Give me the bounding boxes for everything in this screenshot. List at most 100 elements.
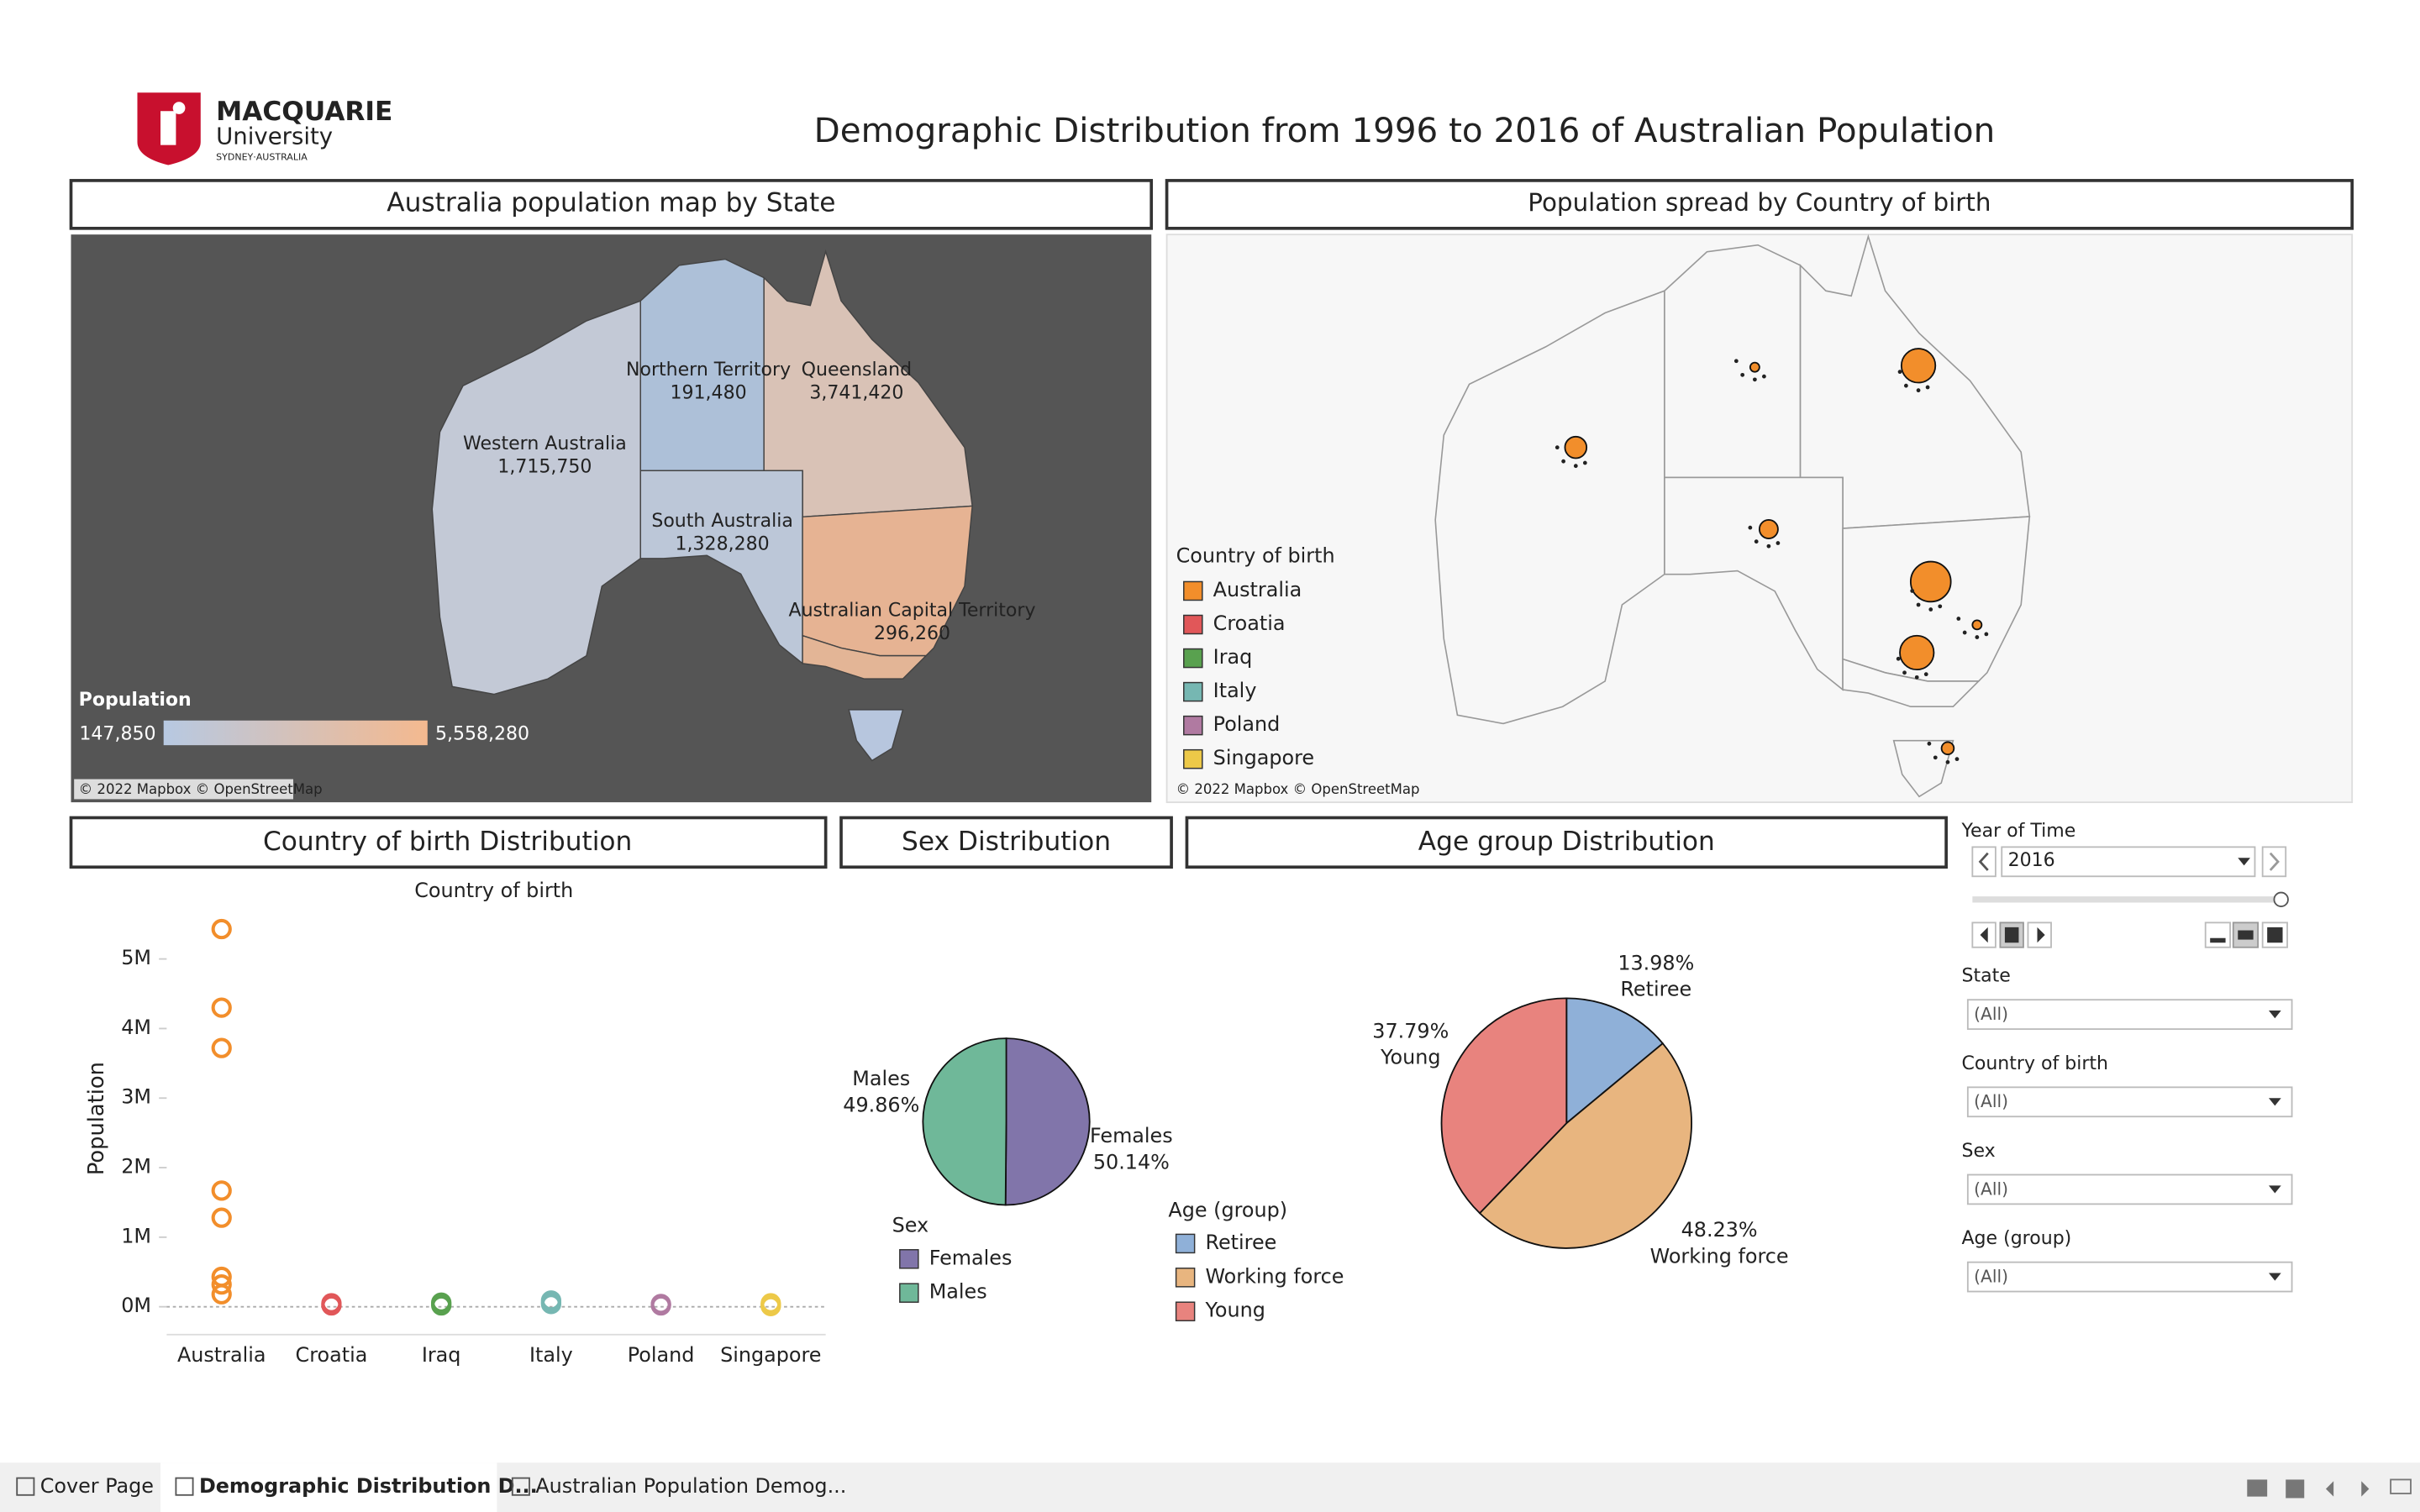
panel-title: Country of birth Distribution: [263, 827, 632, 857]
bubble-dot: [1923, 672, 1928, 677]
panel-header: [1185, 816, 1948, 869]
dashboard-title: Demographic Distribution from 1996 to 20…: [814, 110, 1996, 150]
state-name: South Australia: [651, 511, 792, 532]
panel-header: [69, 816, 828, 869]
filter-label: State: [1961, 966, 2010, 987]
legend-min: 147,850: [79, 723, 155, 744]
bubble-dot: [1916, 388, 1921, 393]
y-tick-label: 2M: [121, 1155, 151, 1179]
legend-label: Females: [929, 1246, 1013, 1269]
filter-dropdown[interactable]: [1966, 1173, 2293, 1205]
legend-swatch: [1183, 614, 1203, 635]
bubble-dot: [1582, 460, 1587, 465]
state-value: 191,480: [671, 382, 747, 403]
bubble-dot: [1754, 539, 1759, 544]
legend-label: Italy: [1213, 679, 1257, 702]
legend-swatch: [1175, 1268, 1196, 1288]
x-tick-label: Italy: [529, 1343, 573, 1367]
bubble-dot: [1914, 675, 1919, 680]
dropdown-arrow: [2269, 1185, 2281, 1194]
bubble-dot: [1762, 374, 1766, 379]
point: [321, 1294, 342, 1316]
x-tick-label: Singapore: [720, 1343, 821, 1367]
logo-sub: University: [216, 123, 333, 150]
slice-label: Young: [1380, 1046, 1440, 1069]
prev-button[interactable]: [1971, 846, 1996, 878]
legend-label: Iraq: [1213, 645, 1253, 669]
bubble-dot: [1928, 607, 1933, 612]
dropdown-arrow: [2269, 1098, 2281, 1106]
panel-title: Sex Distribution: [902, 827, 1111, 857]
filter-label: Age (group): [1961, 1228, 2071, 1249]
active-tab[interactable]: [160, 1462, 497, 1512]
y-tick-label: 3M: [121, 1085, 151, 1109]
tab-icon: [175, 1477, 194, 1496]
state-name: Australian Capital Territory: [789, 600, 1036, 621]
x-tick-label: Australia: [177, 1343, 266, 1367]
legend-swatch: [1183, 681, 1203, 702]
legend-swatch: [1175, 1233, 1196, 1254]
panel-title: Age group Distribution: [1418, 827, 1715, 857]
bubble-dot: [1896, 656, 1901, 661]
bubble-dot: [1776, 541, 1781, 545]
legend-title: Sex: [892, 1214, 929, 1237]
legend-swatch: [1183, 648, 1203, 669]
bubble-dot: [1962, 630, 1967, 635]
bubble: [1971, 619, 1983, 631]
legend-label: Retiree: [1205, 1231, 1276, 1254]
year-dropdown[interactable]: [2001, 846, 2256, 878]
bubble: [1940, 741, 1955, 756]
legend-swatch: [1183, 580, 1203, 601]
tab-label[interactable]: Australian Population Demog...: [535, 1474, 846, 1498]
slider-handle[interactable]: [2273, 891, 2289, 907]
speed-controls[interactable]: [2204, 921, 2288, 948]
state-name: Western Australia: [463, 433, 627, 454]
slice-label: Males: [852, 1067, 910, 1090]
y-tick-label: 4M: [121, 1016, 151, 1039]
credit: © 2022 Mapbox © OpenStreetMap: [79, 781, 323, 797]
filter-dropdown[interactable]: [1966, 999, 2293, 1031]
filter-dropdown[interactable]: [1966, 1086, 2293, 1118]
logo-tag: SYDNEY·AUSTRALIA: [216, 151, 308, 162]
legend-swatch: [1183, 748, 1203, 769]
next-button[interactable]: [2261, 846, 2287, 878]
panel-title: Population spread by Country of birth: [1528, 188, 1991, 217]
bubble-dot: [1975, 635, 1980, 639]
filter-value: (All): [1974, 1179, 2008, 1199]
point: [650, 1294, 671, 1316]
filter-value: (All): [1974, 1004, 2008, 1024]
credit: © 2022 Mapbox © OpenStreetMap: [1176, 781, 1420, 797]
state-value: 3,741,420: [809, 382, 903, 403]
slice-label: Working force: [1650, 1244, 1789, 1268]
slice-label: Retiree: [1620, 978, 1691, 1001]
playback-controls[interactable]: [1971, 921, 2052, 948]
legend-label: Singapore: [1213, 746, 1314, 769]
point: [211, 1284, 232, 1305]
bubble: [1749, 361, 1760, 373]
pie-slice: [1440, 997, 1568, 1215]
pie-slice: [1565, 997, 1665, 1126]
slice-label: 50.14%: [1093, 1150, 1170, 1173]
state-value: 296,260: [874, 623, 950, 644]
point: [211, 1274, 232, 1295]
state-name: Queensland: [802, 360, 912, 381]
bubble-dot: [1573, 464, 1578, 469]
bubble-dot: [1733, 359, 1739, 364]
filter-dropdown[interactable]: [1966, 1261, 2293, 1293]
tab-label[interactable]: Demographic Distribution D...: [199, 1474, 538, 1498]
state-outline: [1434, 290, 1665, 725]
x-axis-title: Country of birth: [414, 879, 573, 902]
filter-label: Sex: [1961, 1141, 1995, 1162]
tab-icon: [511, 1477, 530, 1496]
point: [211, 1037, 232, 1058]
state-shapes: [431, 249, 973, 762]
tab-label[interactable]: Cover Page: [40, 1474, 154, 1498]
point: [431, 1294, 452, 1316]
point: [211, 918, 232, 940]
panel-header: [839, 816, 1173, 869]
bubble-dot: [1897, 370, 1902, 375]
logo: [137, 92, 201, 165]
slice-label: 48.23%: [1681, 1218, 1758, 1242]
credit-box: [74, 779, 293, 800]
legend-title: Population: [79, 690, 192, 711]
